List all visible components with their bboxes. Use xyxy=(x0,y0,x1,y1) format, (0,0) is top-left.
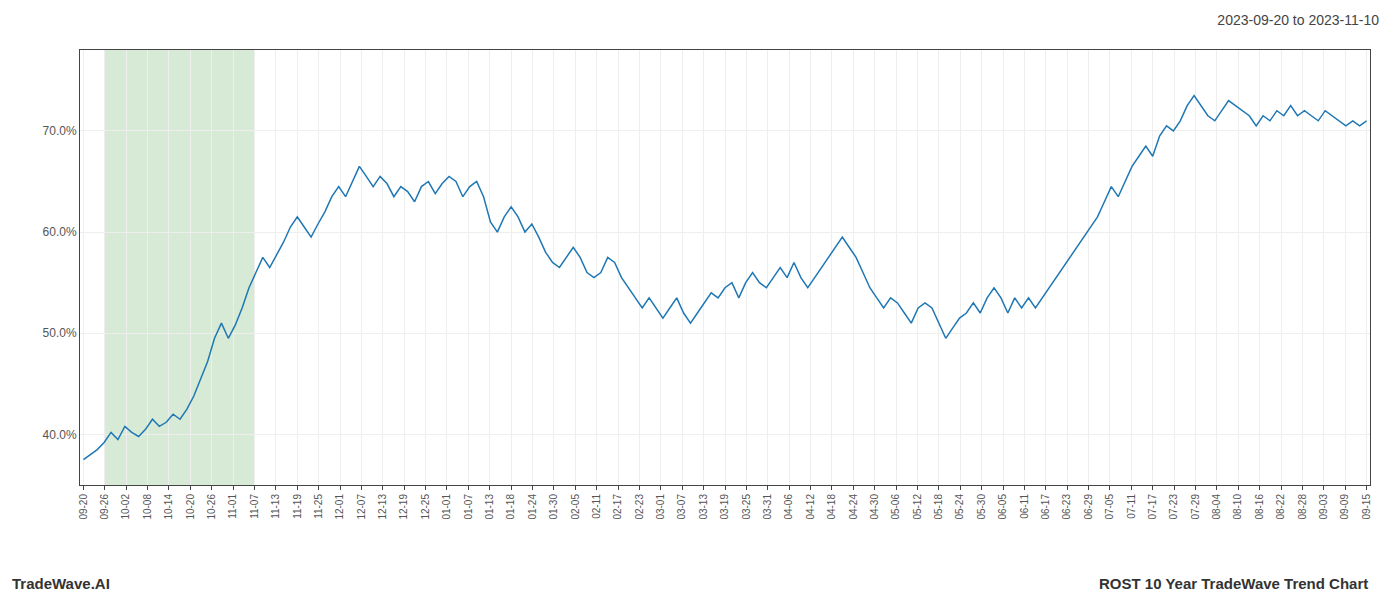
svg-text:05-12: 05-12 xyxy=(912,494,923,520)
svg-text:01-18: 01-18 xyxy=(505,494,516,520)
svg-text:03-07: 03-07 xyxy=(676,494,687,520)
svg-text:09-09: 09-09 xyxy=(1339,494,1350,520)
svg-text:10-26: 10-26 xyxy=(206,494,217,520)
svg-text:50.0%: 50.0% xyxy=(43,326,77,340)
svg-text:03-19: 03-19 xyxy=(719,494,730,520)
svg-text:01-07: 01-07 xyxy=(463,494,474,520)
svg-text:10-02: 10-02 xyxy=(120,494,131,520)
svg-text:12-13: 12-13 xyxy=(377,494,388,520)
svg-text:01-24: 01-24 xyxy=(527,494,538,520)
svg-text:11-19: 11-19 xyxy=(292,494,303,519)
svg-text:11-01: 11-01 xyxy=(227,494,238,519)
svg-text:04-18: 04-18 xyxy=(826,494,837,520)
svg-text:04-30: 04-30 xyxy=(869,494,880,520)
svg-text:09-20: 09-20 xyxy=(78,494,89,520)
svg-text:07-29: 07-29 xyxy=(1190,494,1201,520)
svg-text:10-14: 10-14 xyxy=(163,494,174,520)
svg-text:05-18: 05-18 xyxy=(933,494,944,520)
svg-text:07-17: 07-17 xyxy=(1147,494,1158,520)
svg-text:03-31: 03-31 xyxy=(762,494,773,520)
svg-text:11-13: 11-13 xyxy=(270,494,281,519)
svg-text:02-05: 02-05 xyxy=(570,494,581,520)
svg-text:TradeWave.AI: TradeWave.AI xyxy=(12,575,110,592)
svg-text:05-24: 05-24 xyxy=(954,494,965,520)
svg-text:ROST 10 Year TradeWave Trend C: ROST 10 Year TradeWave Trend Chart xyxy=(1099,575,1368,592)
svg-text:06-11: 06-11 xyxy=(1019,494,1030,519)
svg-text:05-06: 05-06 xyxy=(890,494,901,520)
svg-text:02-11: 02-11 xyxy=(591,494,602,519)
svg-text:01-01: 01-01 xyxy=(441,494,452,520)
svg-text:60.0%: 60.0% xyxy=(43,225,77,239)
svg-text:2023-09-20 to 2023-11-10: 2023-09-20 to 2023-11-10 xyxy=(1217,12,1379,28)
svg-text:01-13: 01-13 xyxy=(484,494,495,520)
svg-text:06-17: 06-17 xyxy=(1040,494,1051,520)
svg-text:11-25: 11-25 xyxy=(313,494,324,519)
svg-text:03-13: 03-13 xyxy=(698,494,709,520)
svg-text:40.0%: 40.0% xyxy=(43,428,77,442)
svg-text:10-08: 10-08 xyxy=(142,494,153,520)
svg-text:01-30: 01-30 xyxy=(548,494,559,520)
svg-text:08-22: 08-22 xyxy=(1275,494,1286,520)
svg-text:70.0%: 70.0% xyxy=(43,124,77,138)
svg-text:08-28: 08-28 xyxy=(1297,494,1308,520)
svg-text:02-17: 02-17 xyxy=(612,494,623,520)
svg-text:03-25: 03-25 xyxy=(741,494,752,520)
svg-text:02-23: 02-23 xyxy=(634,494,645,520)
svg-text:11-07: 11-07 xyxy=(249,494,260,519)
svg-text:09-26: 09-26 xyxy=(99,494,110,520)
svg-text:08-16: 08-16 xyxy=(1254,494,1265,520)
svg-text:07-23: 07-23 xyxy=(1168,494,1179,520)
svg-text:12-19: 12-19 xyxy=(398,494,409,520)
svg-text:06-23: 06-23 xyxy=(1061,494,1072,520)
svg-text:09-03: 09-03 xyxy=(1318,494,1329,520)
svg-text:04-24: 04-24 xyxy=(848,494,859,520)
svg-text:12-01: 12-01 xyxy=(334,494,345,520)
svg-text:06-29: 06-29 xyxy=(1083,494,1094,520)
svg-text:03-01: 03-01 xyxy=(655,494,666,520)
svg-text:05-30: 05-30 xyxy=(976,494,987,520)
svg-text:04-12: 04-12 xyxy=(805,494,816,520)
svg-text:10-20: 10-20 xyxy=(185,494,196,520)
svg-text:08-04: 08-04 xyxy=(1211,494,1222,520)
svg-text:07-11: 07-11 xyxy=(1126,494,1137,519)
svg-text:07-05: 07-05 xyxy=(1104,494,1115,520)
svg-text:04-06: 04-06 xyxy=(783,494,794,520)
svg-text:12-07: 12-07 xyxy=(356,494,367,520)
svg-text:12-25: 12-25 xyxy=(420,494,431,520)
svg-text:06-05: 06-05 xyxy=(997,494,1008,520)
svg-text:08-10: 08-10 xyxy=(1232,494,1243,520)
svg-text:09-15: 09-15 xyxy=(1361,494,1372,520)
